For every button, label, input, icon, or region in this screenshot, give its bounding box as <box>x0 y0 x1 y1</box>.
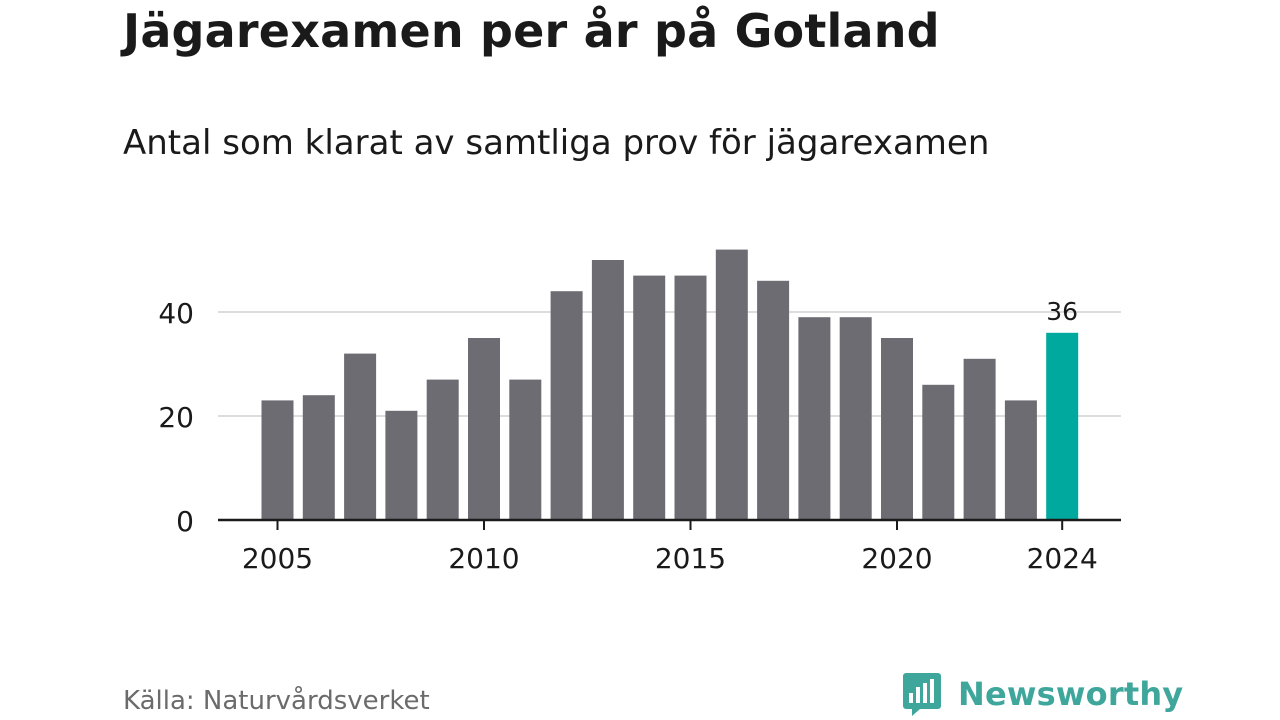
data-labels: 36 <box>1046 297 1078 326</box>
y-axis-ticks: 0 20 40 <box>158 297 194 538</box>
bar-2008 <box>385 410 418 520</box>
bar-2021 <box>922 384 955 520</box>
x-tick-label: 2024 <box>1027 542 1098 575</box>
bar-chart-speech-bubble-icon <box>903 673 941 716</box>
x-tick-label: 2020 <box>861 542 932 575</box>
y-tick-label: 0 <box>176 505 194 538</box>
bar-2013 <box>591 260 624 520</box>
brand-name: Newsworthy <box>958 675 1184 713</box>
bar-2018 <box>798 317 831 520</box>
x-tick-label: 2015 <box>655 542 726 575</box>
bar-2022 <box>963 358 996 520</box>
bar-2005 <box>261 400 294 520</box>
bar-2024 <box>1046 332 1079 520</box>
bar-2023 <box>1004 400 1037 520</box>
brand-logo-group: Newsworthy <box>902 670 1183 718</box>
bar-2017 <box>757 280 790 520</box>
bar-2020 <box>881 338 913 520</box>
bar-2014 <box>633 275 666 520</box>
bar-2016 <box>715 249 748 520</box>
bar-2015 <box>674 275 707 520</box>
bar-2006 <box>302 395 335 520</box>
y-tick-label: 20 <box>158 401 194 434</box>
x-tick-label: 2005 <box>242 542 313 575</box>
bar-2010 <box>468 338 500 520</box>
bar-2011 <box>509 379 542 520</box>
bar-2007 <box>344 353 377 520</box>
bars <box>261 249 1079 520</box>
x-tick-label: 2010 <box>448 542 519 575</box>
x-axis-ticks: 2005 2010 2015 2020 2024 <box>242 520 1098 575</box>
bar-2019 <box>839 317 872 520</box>
y-tick-label: 40 <box>158 297 194 330</box>
data-label-2024: 36 <box>1046 297 1078 326</box>
bar-2012 <box>550 291 583 520</box>
chart-title: Jägarexamen per år på Gotland <box>123 4 940 58</box>
bar-2009 <box>426 379 459 520</box>
source-note: Källa: Naturvårdsverket <box>123 686 430 716</box>
chart-subtitle: Antal som klarat av samtliga prov för jä… <box>123 123 990 163</box>
